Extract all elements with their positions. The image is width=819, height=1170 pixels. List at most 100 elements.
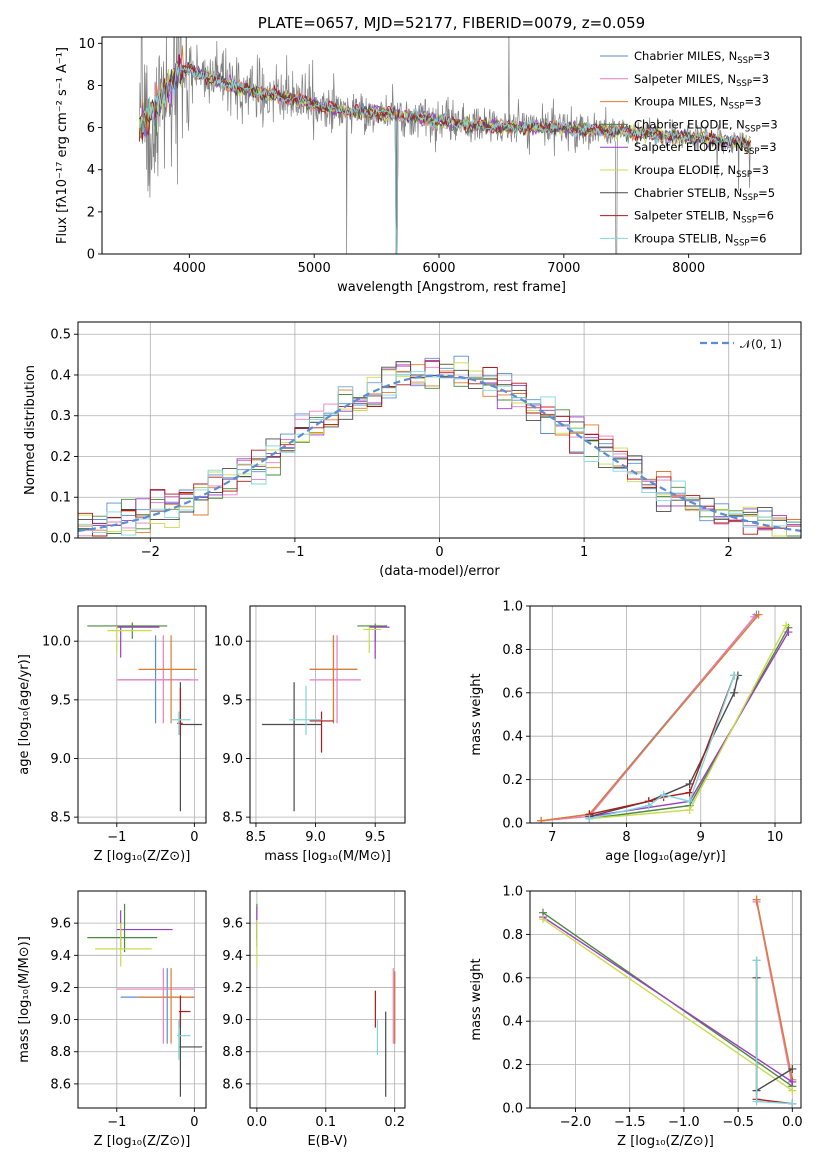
x-tick-label: 7000 bbox=[547, 261, 580, 276]
x-tick-label: 7 bbox=[548, 830, 556, 845]
y-tick-label: 9.5 bbox=[50, 693, 71, 708]
weight-marker bbox=[752, 1097, 761, 1106]
y-axis-label: mass weight bbox=[469, 958, 484, 1040]
legend-tail: =3 bbox=[753, 49, 770, 63]
normal-curve bbox=[78, 374, 801, 532]
legend-sub: SSP bbox=[734, 238, 750, 248]
weight-line bbox=[542, 918, 793, 1092]
chart-title: PLATE=0657, MJD=52177, FIBERID=0079, z=0… bbox=[258, 14, 645, 32]
y-tick-label: 8.5 bbox=[50, 811, 71, 826]
y-tick-label: 8.5 bbox=[222, 811, 243, 826]
y-tick-label: 9.4 bbox=[50, 949, 71, 964]
weight-marker bbox=[788, 1086, 797, 1095]
y-tick-label: 1.0 bbox=[502, 600, 523, 615]
weight-marker bbox=[685, 797, 694, 806]
legend-text: Kroupa MILES, N bbox=[634, 95, 729, 109]
residual-histogram bbox=[78, 371, 801, 536]
axes-frame bbox=[101, 36, 802, 255]
legend-tail: =3 bbox=[744, 95, 761, 109]
weight-line bbox=[541, 616, 755, 822]
panel-weight_vs_Z: −2.0 −1.5 −1.0 −0.5 0.0 0.0 0.2 0.4 0.6 0.8 1.0 Z [… bbox=[469, 885, 803, 1150]
y-tick-label: 9.0 bbox=[50, 752, 71, 767]
legend-sub: SSP bbox=[736, 170, 752, 180]
y-tick-label: 8.6 bbox=[50, 1077, 71, 1092]
legend-entry: Kroupa STELIB, NSSP=6 bbox=[634, 231, 766, 248]
legend-sub: SSP bbox=[745, 124, 761, 134]
weight-marker bbox=[730, 671, 739, 680]
plot-area-spectrum bbox=[139, 37, 752, 254]
weight-marker bbox=[788, 1077, 797, 1086]
weight-marker bbox=[685, 805, 694, 814]
legend-tail: =3 bbox=[761, 117, 778, 131]
axes-frame bbox=[77, 890, 207, 1109]
weight-marker bbox=[788, 1099, 797, 1108]
weight-marker bbox=[539, 915, 548, 924]
x-tick-label: 0 bbox=[190, 830, 198, 845]
legend-text: Salpeter STELIB, N bbox=[634, 209, 741, 223]
y-tick-label: 0.4 bbox=[50, 368, 71, 383]
legend-entry: Salpeter MILES, NSSP=3 bbox=[634, 72, 769, 89]
y-tick-label: 0.2 bbox=[502, 1058, 523, 1073]
axes-frame bbox=[249, 890, 406, 1109]
x-tick-label: −1 bbox=[107, 830, 126, 845]
weight-marker bbox=[730, 688, 739, 697]
plot-area-residuals bbox=[78, 355, 801, 537]
y-tick-label: 2 bbox=[87, 205, 95, 220]
y-tick-label: 0.4 bbox=[502, 730, 523, 745]
x-tick-label: 5000 bbox=[298, 261, 331, 276]
x-tick-label: 0.2 bbox=[384, 1115, 405, 1130]
y-tick-label: 4 bbox=[87, 163, 95, 178]
y-tick-label: 8 bbox=[87, 79, 95, 94]
y-tick-label: 9.6 bbox=[222, 917, 243, 932]
legend-sub: SSP bbox=[744, 147, 760, 157]
weight-marker bbox=[782, 621, 791, 630]
y-tick-label: 0 bbox=[87, 248, 95, 263]
x-axis-label: wavelength [Angstrom, rest frame] bbox=[337, 280, 566, 295]
x-tick-label: −1 bbox=[285, 545, 304, 560]
x-tick-label: −1.0 bbox=[668, 1115, 700, 1130]
x-tick-label: −2.0 bbox=[560, 1115, 592, 1130]
y-tick-label: 0.0 bbox=[50, 532, 71, 547]
y-tick-label: 0.6 bbox=[502, 971, 523, 986]
legend-sub: SSP bbox=[741, 216, 757, 226]
panel-age_vs_Z: −1 0 8.5 9.0 9.5 10.0 Z [log₁₀(Z/Z⊙)] age [log₁… bbox=[17, 605, 207, 864]
y-axis-label: Normed distribution bbox=[23, 365, 38, 495]
y-tick-label: 9.6 bbox=[50, 917, 71, 932]
legend-tail: =3 bbox=[752, 72, 769, 86]
legend-sub: SSP bbox=[737, 56, 753, 66]
y-tick-label: 0.0 bbox=[502, 817, 523, 832]
weight-line bbox=[542, 916, 793, 1083]
model-spectrum-line bbox=[139, 62, 751, 150]
y-tick-label: 10.0 bbox=[214, 635, 243, 650]
axes-frame bbox=[529, 890, 802, 1109]
y-tick-label: 0.8 bbox=[502, 643, 523, 658]
y-tick-label: 0.1 bbox=[50, 491, 71, 506]
plot-area-age_vs_mass bbox=[261, 623, 390, 812]
legend-entry: 𝒩(0, 1) bbox=[740, 337, 782, 351]
y-tick-label: 8.8 bbox=[50, 1045, 71, 1060]
x-tick-label: 9.0 bbox=[305, 830, 326, 845]
legend-entry: Chabrier STELIB, NSSP=5 bbox=[634, 186, 775, 203]
x-axis-label: Z [log₁₀(Z/Z⊙)] bbox=[94, 849, 191, 864]
y-tick-label: 9.4 bbox=[222, 949, 243, 964]
y-tick-label: 9.2 bbox=[50, 981, 71, 996]
x-tick-label: 0 bbox=[435, 545, 443, 560]
model-spectrum-line bbox=[139, 62, 751, 254]
x-tick-label: −1.5 bbox=[614, 1115, 646, 1130]
plot-area-weight_vs_age bbox=[537, 610, 793, 823]
legend: 𝒩(0, 1) bbox=[700, 337, 782, 351]
residual-histogram bbox=[78, 360, 801, 537]
y-tick-label: 9.5 bbox=[222, 693, 243, 708]
axes-frame bbox=[77, 605, 207, 824]
x-tick-label: −0.5 bbox=[722, 1115, 754, 1130]
y-tick-label: 0.5 bbox=[50, 328, 71, 343]
weight-line bbox=[589, 631, 790, 818]
panel-spectrum: 4000 5000 6000 7000 8000 0 2 4 6 8 10 wavelength [A… bbox=[55, 14, 802, 295]
y-tick-label: 9.0 bbox=[222, 752, 243, 767]
panel-age_vs_mass: 8.5 9.0 9.5 8.5 9.0 9.5 10.0 mass [log₁₀(M/M⊙)] bbox=[214, 605, 406, 864]
legend-tail: =6 bbox=[749, 231, 766, 245]
y-tick-label: 0.8 bbox=[502, 928, 523, 943]
legend-tail: =3 bbox=[752, 163, 769, 177]
weight-marker bbox=[659, 790, 668, 799]
